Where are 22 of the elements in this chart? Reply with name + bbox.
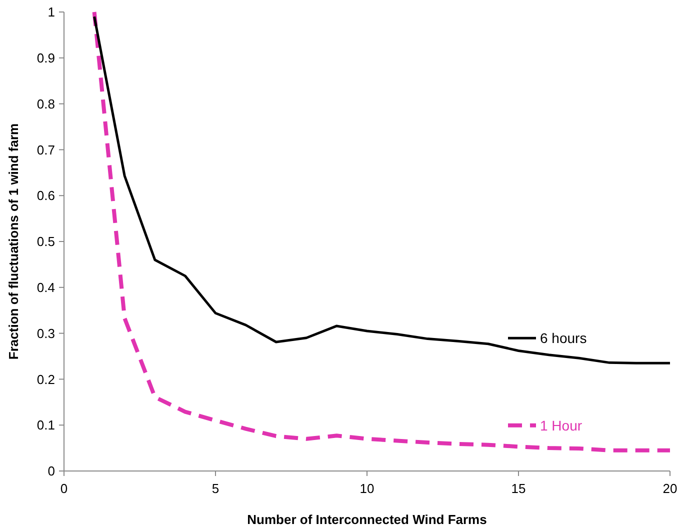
y-tick-label: 0.9 bbox=[36, 50, 55, 66]
y-tick-label: 0.3 bbox=[36, 326, 55, 341]
y-tick-label: 0.7 bbox=[36, 142, 55, 158]
line-series bbox=[92, 10, 672, 452]
y-tick-label: 0.1 bbox=[36, 418, 55, 433]
y-tick-label: 0.6 bbox=[36, 188, 55, 204]
y-tick-label: 1 bbox=[48, 4, 55, 20]
x-tick-label: 10 bbox=[360, 481, 374, 496]
legend-label: 6 hours bbox=[540, 330, 587, 346]
x-axis-title: Number of Interconnected Wind Farms bbox=[247, 512, 487, 527]
y-tick-label: 0.5 bbox=[36, 234, 55, 250]
y-tick-label: 0.4 bbox=[36, 280, 55, 295]
y-tick-label: 0.2 bbox=[36, 372, 55, 387]
y-axis-title: Fraction of fluctuations of 1 wind farm bbox=[6, 123, 21, 360]
x-tick-label: 15 bbox=[511, 481, 526, 496]
x-tick-label: 20 bbox=[662, 481, 678, 496]
y-tick-label: 0 bbox=[48, 464, 55, 479]
legend-label: 1 Hour bbox=[540, 417, 582, 434]
y-tick-label: 0.8 bbox=[36, 96, 55, 112]
x-tick-label: 0 bbox=[60, 481, 68, 496]
line-series bbox=[93, 15, 672, 364]
x-tick-label: 5 bbox=[212, 481, 220, 496]
